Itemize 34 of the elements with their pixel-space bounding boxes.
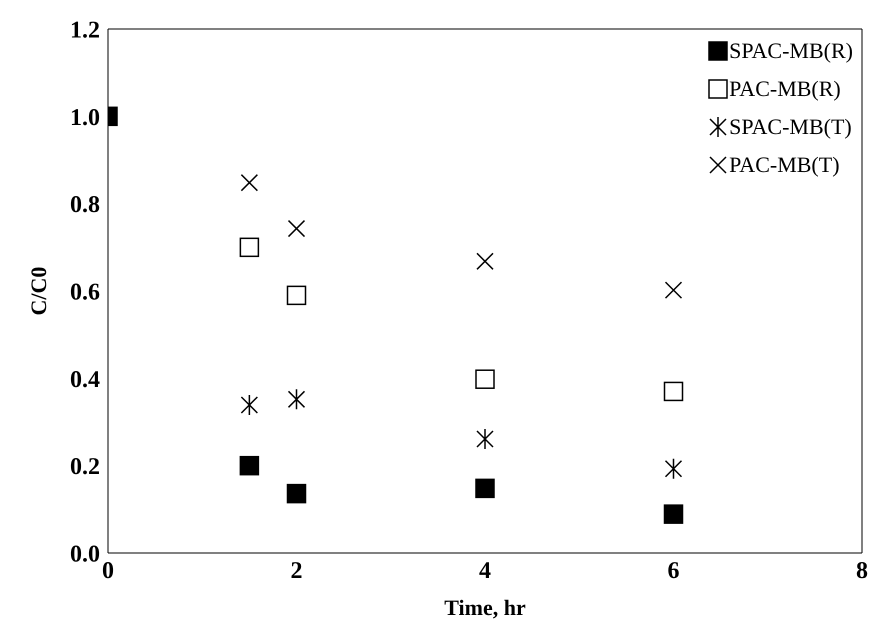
point — [240, 238, 260, 258]
y-tick-label: 0.6 — [70, 280, 100, 306]
point — [475, 369, 495, 389]
y-tick-label: 0.2 — [70, 454, 100, 480]
point — [240, 456, 260, 476]
x-tick-label: 2 — [290, 558, 302, 584]
x-tick-label: 4 — [479, 558, 491, 584]
y-tick-label: 0.4 — [70, 366, 100, 393]
point — [664, 281, 682, 299]
point — [286, 286, 306, 306]
y-axis-title: C/C0 — [26, 266, 51, 316]
x-tick-label: 8 — [856, 558, 868, 584]
point — [475, 478, 495, 498]
legend-label: PAC-MB(R) — [729, 76, 841, 102]
point — [288, 388, 306, 410]
x-tick-label: 0 — [102, 558, 114, 584]
point — [664, 504, 684, 524]
point — [288, 220, 306, 238]
point — [476, 428, 494, 450]
point — [286, 484, 306, 504]
legend-label: SPAC-MB(R) — [729, 38, 853, 64]
x-axis-title: Time, hr — [444, 595, 526, 620]
y-tick-label: 0.0 — [70, 542, 100, 568]
legend-label: PAC-MB(T) — [729, 152, 840, 178]
point — [240, 174, 258, 192]
y-tick-label: 1.0 — [70, 104, 100, 131]
legend-label: SPAC-MB(T) — [729, 114, 852, 140]
point — [476, 252, 494, 270]
x-tick-label: 6 — [668, 558, 680, 584]
y-tick-label: 1.2 — [70, 18, 100, 44]
point — [664, 382, 684, 402]
y-tick-label: 0.8 — [70, 192, 100, 218]
point — [240, 394, 258, 416]
point — [664, 458, 682, 480]
